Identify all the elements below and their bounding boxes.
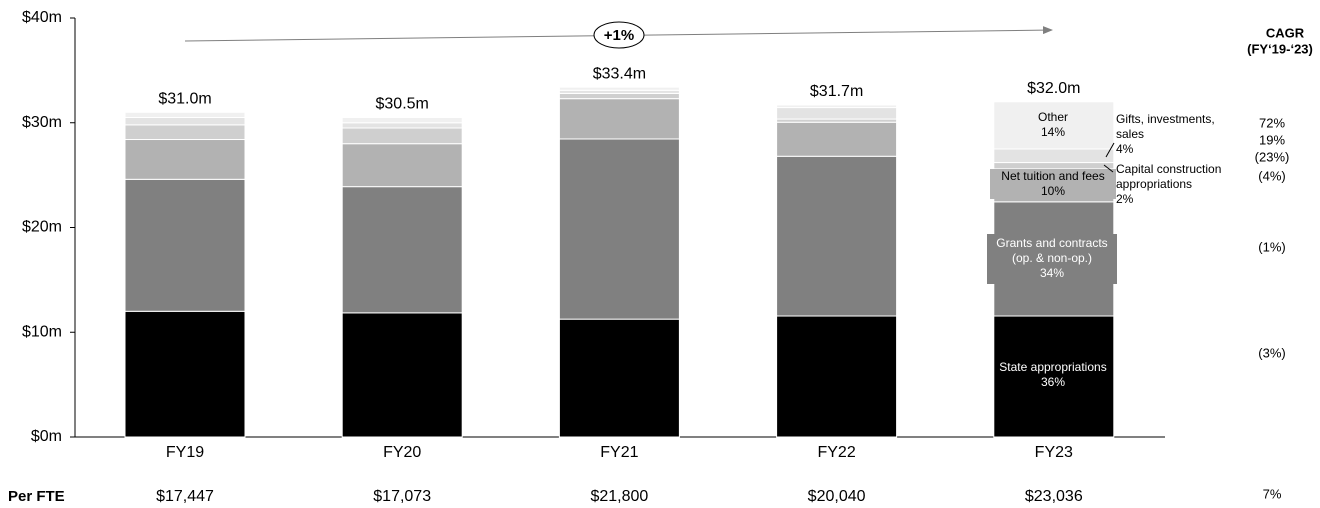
y-tick-label: $20m: [22, 219, 62, 236]
x-tick-label: FY23: [1035, 444, 1073, 461]
bar-segment: [124, 124, 246, 141]
per-fte-value: $17,447: [156, 488, 214, 505]
bar-segment: [776, 155, 898, 317]
bar-segment: [776, 107, 898, 120]
cagr-value: (1%): [1258, 239, 1285, 254]
per-fte-label: Per FTE: [8, 488, 65, 505]
x-tick-label: FY20: [383, 444, 421, 461]
series-label-box: Grants and contracts (op. & non-op.) 34%: [987, 234, 1117, 284]
cagr-period: (FY‘19-‘23): [1247, 41, 1313, 56]
x-tick-label: FY21: [600, 444, 638, 461]
cagr-value: 72%: [1259, 115, 1285, 130]
series-label: Grants and contracts (op. & non-op.)34%: [987, 234, 1117, 284]
series-label-box: State appropriations 36%: [990, 360, 1116, 390]
series-label-box: Capital construction appropriations 2%: [1116, 162, 1228, 207]
bar-segment: [341, 143, 463, 188]
bar-segment: [558, 92, 680, 100]
y-tick-label: $0m: [31, 428, 62, 445]
bar-segment: [776, 121, 898, 157]
bar-segment: [776, 104, 898, 109]
leader-line: [1105, 142, 1115, 158]
series-share: 34%: [1039, 266, 1065, 280]
total-label: $30.5m: [376, 96, 429, 113]
series-label-box: Other 14%: [993, 110, 1113, 140]
per-fte-value: $23,036: [1025, 488, 1083, 505]
series-name: Other: [1037, 110, 1068, 124]
x-tick-label: FY19: [166, 444, 204, 461]
bar-segment: [341, 117, 463, 124]
y-tick-label: $40m: [22, 9, 62, 26]
per-fte-value: $21,800: [590, 488, 648, 505]
total-label: $31.0m: [158, 90, 211, 107]
bar-segment: [558, 98, 680, 140]
series-label-box: Gifts, investments, sales 4%: [1116, 112, 1230, 157]
cagr-badge: [593, 21, 645, 49]
bar-segment: [776, 315, 898, 438]
bar-segment: [124, 111, 246, 119]
per-fte-value: $17,073: [373, 488, 431, 505]
series-share: 4%: [1116, 142, 1134, 156]
bar-segment: [341, 312, 463, 438]
series-name: Gifts, investments, sales: [1116, 112, 1215, 141]
total-cagr: +1%: [604, 27, 634, 44]
bar-segment: [558, 318, 680, 438]
bar-segment: [124, 178, 246, 312]
y-tick-label: $30m: [22, 114, 62, 131]
cagr-value: 19%: [1259, 132, 1285, 147]
total-label: $31.7m: [810, 83, 863, 100]
cagr-value: (23%): [1255, 149, 1290, 164]
series-share: 10%: [1040, 184, 1066, 198]
total-label: $32.0m: [1027, 80, 1080, 97]
bar-segment: [341, 127, 463, 145]
bar-segment: [993, 101, 1115, 150]
bar-segment: [558, 138, 680, 320]
leader-line: [1103, 164, 1114, 173]
y-tick-label: $10m: [22, 323, 62, 340]
bar-segment: [124, 310, 246, 438]
bar-segment: [124, 117, 246, 126]
cagr-value: (3%): [1258, 345, 1285, 360]
series-name: Grants and contracts (op. & non-op.): [996, 236, 1108, 265]
bar-segment: [558, 86, 680, 91]
series-share: 14%: [1040, 125, 1066, 139]
series-share: 2%: [1116, 192, 1134, 206]
series-name: Capital construction appropriations: [1116, 162, 1222, 191]
bar-segment: [341, 186, 463, 314]
bar-segment: [341, 122, 463, 129]
bar-segment: [124, 139, 246, 180]
series-label-box: Net tuition and fees 10%: [990, 169, 1116, 199]
series-name: State appropriations: [999, 360, 1107, 374]
per-fte-cagr: 7%: [1263, 486, 1282, 501]
cagr-value: (4%): [1258, 168, 1285, 183]
bar-segment: [993, 315, 1115, 438]
series-name: Net tuition and fees: [1001, 169, 1105, 183]
cagr-title: CAGR: [1266, 25, 1305, 40]
per-fte-value: $20,040: [808, 488, 866, 505]
series-share: 36%: [1040, 375, 1066, 389]
total-label: $33.4m: [593, 65, 646, 82]
x-tick-label: FY22: [817, 444, 855, 461]
